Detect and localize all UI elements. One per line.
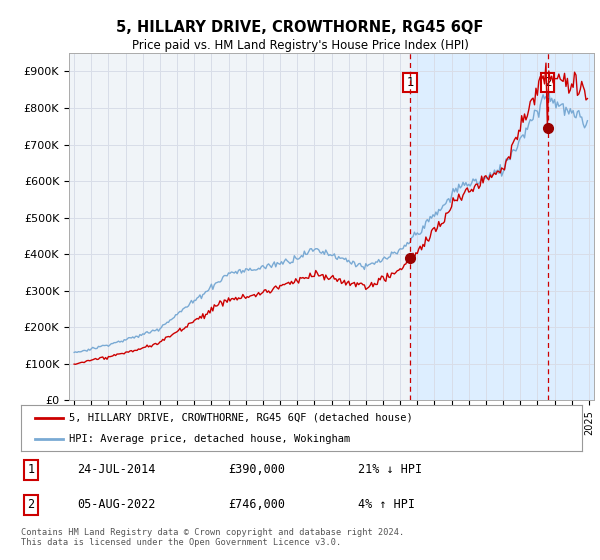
Text: £746,000: £746,000 — [229, 498, 286, 511]
Text: 5, HILLARY DRIVE, CROWTHORNE, RG45 6QF (detached house): 5, HILLARY DRIVE, CROWTHORNE, RG45 6QF (… — [68, 413, 412, 423]
Text: 1: 1 — [406, 76, 414, 89]
Text: 2: 2 — [544, 76, 551, 89]
Text: 5, HILLARY DRIVE, CROWTHORNE, RG45 6QF: 5, HILLARY DRIVE, CROWTHORNE, RG45 6QF — [116, 20, 484, 35]
Text: 05-AUG-2022: 05-AUG-2022 — [77, 498, 155, 511]
Text: 1: 1 — [28, 463, 35, 476]
Text: £390,000: £390,000 — [229, 463, 286, 476]
Text: 24-JUL-2014: 24-JUL-2014 — [77, 463, 155, 476]
Text: 4% ↑ HPI: 4% ↑ HPI — [358, 498, 415, 511]
Text: Contains HM Land Registry data © Crown copyright and database right 2024.
This d: Contains HM Land Registry data © Crown c… — [21, 528, 404, 547]
Text: Price paid vs. HM Land Registry's House Price Index (HPI): Price paid vs. HM Land Registry's House … — [131, 39, 469, 52]
Bar — [410, 53, 598, 400]
Text: 2: 2 — [28, 498, 35, 511]
Text: 21% ↓ HPI: 21% ↓ HPI — [358, 463, 422, 476]
Text: HPI: Average price, detached house, Wokingham: HPI: Average price, detached house, Woki… — [68, 434, 350, 444]
